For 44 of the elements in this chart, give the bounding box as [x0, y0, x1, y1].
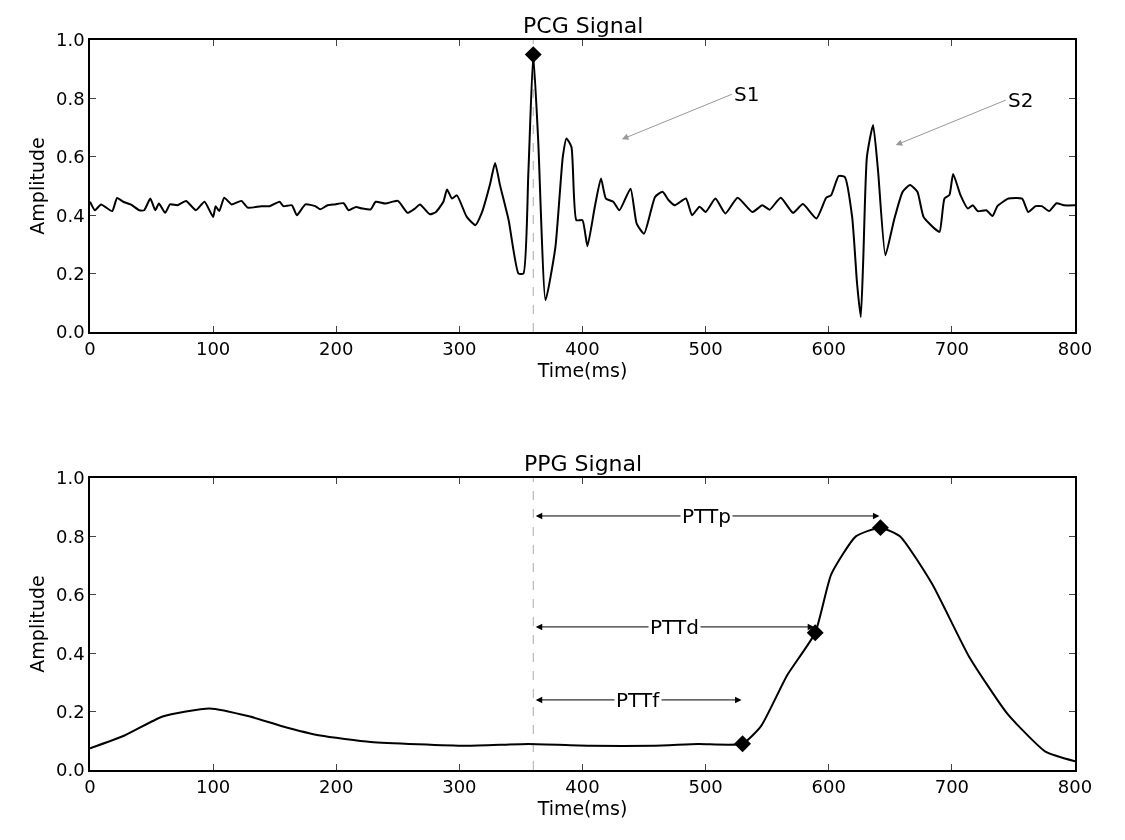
x-tick-label: 400 — [565, 338, 600, 360]
y-tick-label: 0.8 — [56, 525, 85, 547]
y-tick-label: 0.4 — [56, 204, 85, 226]
y-tick-label: 0.6 — [56, 146, 85, 168]
x-tick-label: 200 — [319, 776, 354, 798]
x-tick-label: 600 — [811, 776, 846, 798]
chart-title: PPG Signal — [524, 451, 643, 476]
chart-title: PCG Signal — [523, 13, 644, 38]
y-tick-label: 0.4 — [56, 642, 85, 664]
x-tick-label: 800 — [1057, 776, 1093, 798]
point — [806, 624, 824, 642]
y-tick-label: 1.0 — [56, 29, 85, 51]
x-tick-label: 0 — [84, 776, 96, 798]
x-tick-label: 600 — [811, 338, 846, 360]
x-tick-label: 200 — [319, 338, 354, 360]
x-axis-title: Time(ms) — [536, 359, 628, 382]
y-axis-title: Amplitude — [26, 137, 49, 235]
x-tick-label: 500 — [688, 776, 723, 798]
y-tick-label: 0.6 — [56, 584, 85, 606]
x-tick-label: 700 — [934, 776, 970, 798]
point — [872, 519, 889, 537]
x-tick-label: 100 — [195, 776, 231, 798]
y-axis-title: Amplitude — [26, 575, 49, 673]
y-tick-label: 0.8 — [56, 87, 85, 109]
x-tick-label: 100 — [195, 338, 231, 360]
x-tick-label: 800 — [1057, 338, 1093, 360]
annotation: PTTp — [682, 504, 731, 528]
y-tick-label: 0.0 — [56, 759, 85, 781]
point — [734, 735, 752, 753]
annotation: PTTd — [650, 615, 699, 639]
y-tick-label: 0.0 — [56, 321, 85, 343]
x-tick-label: 300 — [442, 338, 477, 360]
x-tick-label: 400 — [565, 776, 600, 798]
annotation: S1 — [734, 82, 760, 106]
y-tick-label: 0.2 — [56, 262, 85, 284]
annotation: S2 — [1008, 88, 1034, 112]
x-tick-label: 0 — [84, 338, 96, 360]
annotation: PTTf — [616, 688, 661, 712]
y-tick-label: 1.0 — [56, 467, 85, 489]
x-axis-title: Time(ms) — [536, 797, 628, 820]
x-tick-label: 300 — [442, 776, 477, 798]
x-tick-label: 500 — [688, 338, 723, 360]
x-tick-label: 700 — [934, 338, 970, 360]
y-tick-label: 0.2 — [56, 700, 85, 722]
